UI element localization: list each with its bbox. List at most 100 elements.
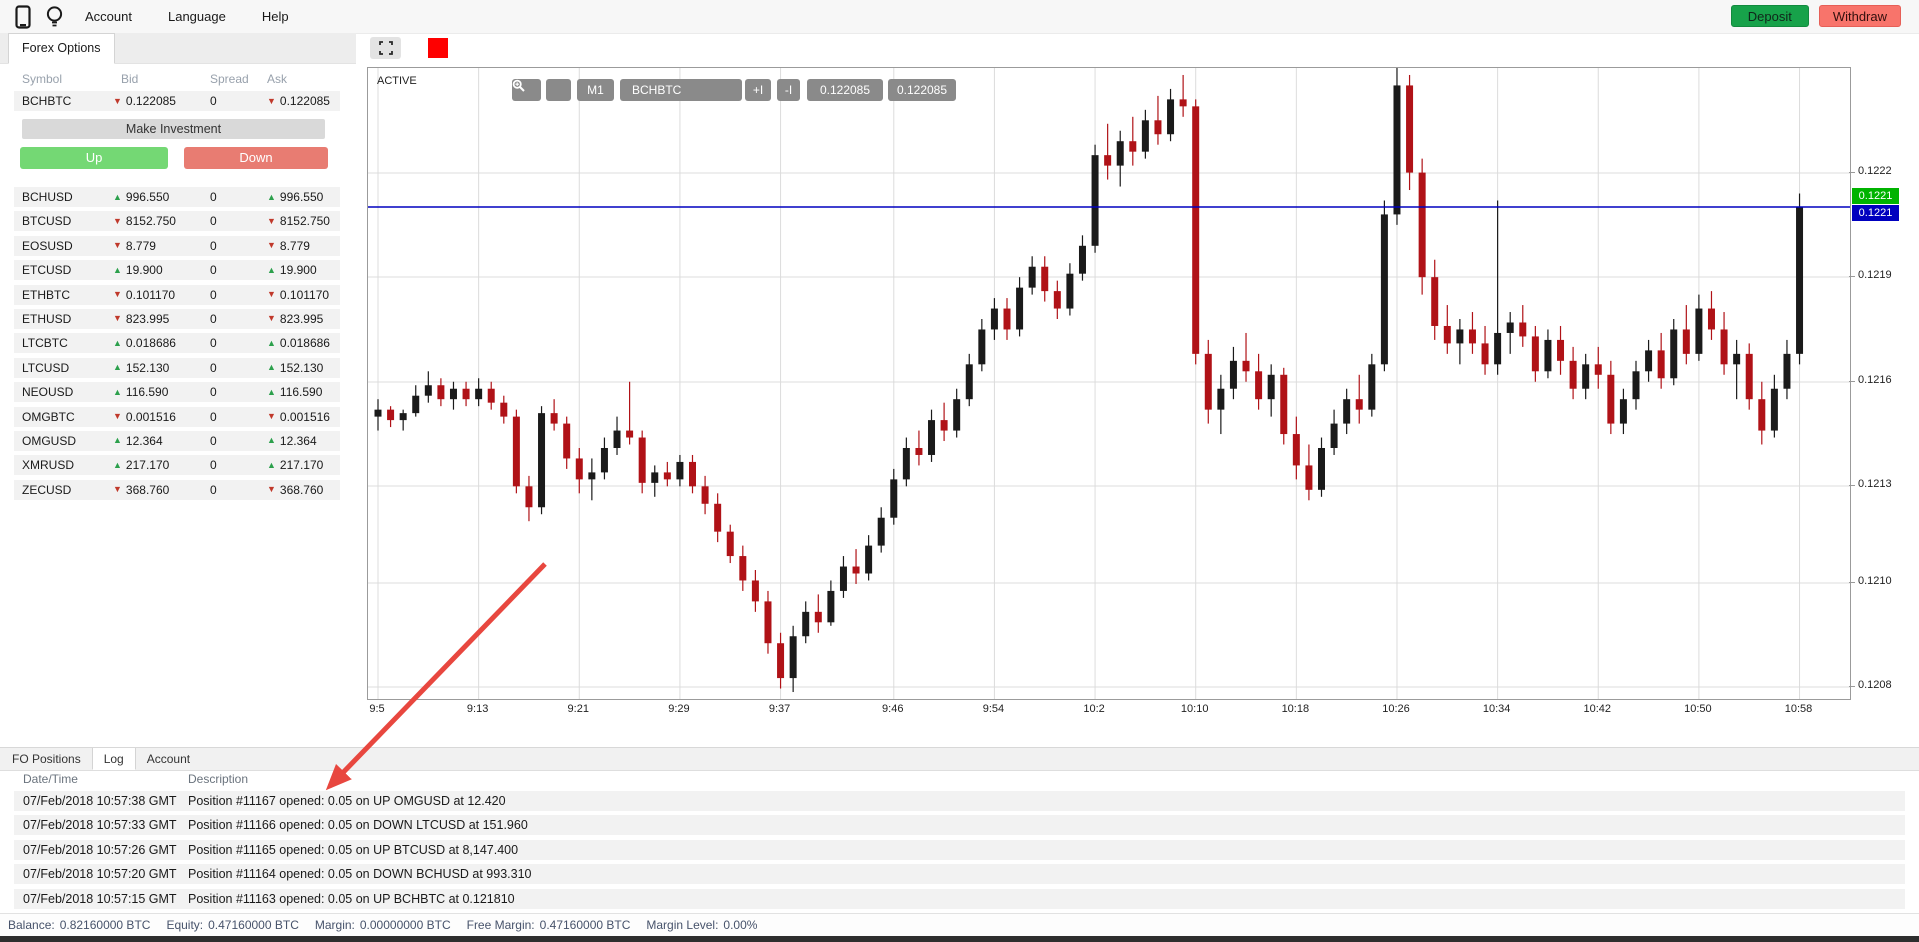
watchlist-row[interactable]: NEOUSD ▲ 116.590 0 ▲ 116.590 [14, 382, 340, 403]
log-row[interactable]: 07/Feb/2018 10:57:26 GMT Position #11165 … [14, 839, 1905, 860]
watchlist-row[interactable]: OMGUSD ▲ 12.364 0 ▲ 12.364 [14, 430, 340, 451]
fullscreen-button[interactable] [370, 37, 401, 59]
bid-cell: 996.550 [125, 190, 170, 204]
down-arrow-icon: ▼ [267, 484, 276, 495]
down-arrow-icon: ▼ [113, 484, 122, 495]
bid-cell: 217.170 [125, 458, 170, 473]
watchlist-row[interactable]: ZECUSD ▼ 368.760 0 ▼ 368.760 [14, 479, 340, 500]
withdraw-button[interactable]: Withdraw [1818, 5, 1901, 27]
ask-cell: 0.101170 [279, 287, 330, 302]
watchlist-panel: Symbol Bid Spread Ask BCHBTC ▼ 0.122085 0… [0, 63, 350, 504]
spread-cell: 0 [210, 214, 217, 229]
down-arrow-icon: ▼ [267, 313, 276, 324]
watchlist-row[interactable]: LTCUSD ▲ 152.130 0 ▲ 152.130 [14, 357, 340, 378]
chart-tool-button[interactable] [546, 79, 571, 101]
bid-cell: 19.900 [125, 263, 163, 278]
symbol-cell: OMGUSD [22, 433, 76, 448]
tab-account[interactable]: Account [146, 752, 191, 766]
ask-cell: 996.550 [279, 190, 324, 204]
mobile-phone-icon[interactable] [12, 4, 34, 29]
down-arrow-icon: ▼ [113, 289, 122, 300]
line-price-badge: 0.1221 [1852, 205, 1899, 221]
lightbulb-icon[interactable] [43, 5, 65, 29]
menu-language[interactable]: Language [167, 9, 226, 24]
axis-tick [1849, 485, 1855, 486]
col-bid: Bid [121, 72, 139, 86]
ask-cell: 368.760 [279, 482, 324, 497]
log-row[interactable]: 07/Feb/2018 10:57:33 GMT Position #11166 … [14, 815, 1905, 836]
bottom-edge-strip [0, 936, 1919, 942]
symbol-cell: ETHUSD [22, 311, 72, 326]
bid-cell: 0.001516 [125, 409, 176, 424]
chart-status-label: ACTIVE [377, 75, 417, 87]
bid-cell: 8152.750 [125, 214, 176, 229]
symbol-cell: EOSUSD [22, 238, 73, 253]
time-tick-label: 9:29 [668, 703, 690, 715]
watchlist-row[interactable]: LTCBTC ▲ 0.018686 0 ▲ 0.018686 [14, 333, 340, 354]
time-tick-label: 9:21 [567, 703, 589, 715]
watchlist-row[interactable]: BTCUSD ▼ 8152.750 0 ▼ 8152.750 [14, 211, 340, 232]
watchlist-row[interactable]: ETHBTC ▼ 0.101170 0 ▼ 0.101170 [14, 284, 340, 305]
down-arrow-icon: ▼ [267, 240, 276, 251]
time-tick-label: 10:2 [1083, 703, 1105, 715]
tab-fo-positions[interactable]: FO Positions [12, 752, 81, 766]
log-row[interactable]: 07/Feb/2018 10:57:15 GMT Position #11163 … [14, 888, 1905, 909]
ask-cell: 823.995 [279, 311, 324, 326]
log-description: Position #11165 opened: 0.05 on UP BTCUS… [188, 842, 519, 857]
chart-plot[interactable]: ACTIVE M1 BCHBTC +I -I 0.122085 0.122085 [367, 67, 1851, 700]
ask-cell: 8.779 [279, 238, 310, 253]
log-row[interactable]: 07/Feb/2018 10:57:38 GMT Position #11167 … [14, 791, 1905, 811]
time-tick-label: 9:46 [882, 703, 904, 715]
chart-zoom-button[interactable] [512, 79, 541, 101]
up-arrow-icon: ▲ [113, 337, 122, 348]
up-button[interactable]: Up [20, 147, 168, 169]
down-arrow-icon: ▼ [113, 313, 122, 324]
axis-tick [1849, 381, 1855, 382]
axis-tick [1849, 276, 1855, 277]
watchlist-row[interactable]: ETCUSD ▲ 19.900 0 ▲ 19.900 [14, 260, 340, 281]
make-investment-button[interactable]: Make Investment [22, 119, 325, 139]
log-description: Position #11163 opened: 0.05 on UP BCHBT… [188, 891, 515, 906]
time-tick-label: 10:58 [1784, 703, 1813, 715]
magnifier-icon [512, 79, 525, 92]
symbol-cell: LTCBTC [22, 336, 68, 351]
bid-cell: 0.101170 [125, 287, 176, 302]
price-tick-label: 0.1208 [1858, 679, 1892, 691]
up-arrow-icon: ▲ [267, 459, 276, 470]
watchlist-rows: BCHUSD ▲ 996.550 0 ▲ 996.550 BTCUSD ▼ 8152.750 0 ▼… [0, 187, 350, 500]
status-label: Balance: [8, 918, 55, 932]
watchlist-row-selected[interactable]: BCHBTC ▼ 0.122085 0 ▼ 0.122085 [14, 91, 340, 111]
watchlist-row[interactable]: XMRUSD ▲ 217.170 0 ▲ 217.170 [14, 455, 340, 476]
chart-zoom-in-button[interactable]: +I [745, 79, 771, 101]
spread-cell: 0 [210, 238, 217, 253]
log-row[interactable]: 07/Feb/2018 10:57:20 GMT Position #11164 … [14, 864, 1905, 885]
menu-help[interactable]: Help [261, 9, 289, 24]
chart-bid-price-button[interactable]: 0.122085 [807, 79, 883, 101]
watchlist-row[interactable]: BCHUSD ▲ 996.550 0 ▲ 996.550 [14, 187, 340, 207]
deposit-button[interactable]: Deposit [1730, 5, 1809, 27]
chart-timeframe-button[interactable]: M1 [577, 79, 614, 101]
time-tick-label: 10:50 [1684, 703, 1712, 715]
up-arrow-icon: ▲ [113, 362, 122, 373]
chart-ask-price-button[interactable]: 0.122085 [888, 79, 956, 101]
log-col-datetime: Date/Time [23, 772, 78, 786]
tab-log[interactable]: Log [91, 748, 136, 770]
time-tick-label: 10:34 [1482, 703, 1511, 715]
down-arrow-icon: ▼ [267, 289, 276, 300]
chart-zoom-out-button[interactable]: -I [777, 79, 800, 101]
ask-cell: 19.900 [279, 263, 317, 278]
up-arrow-icon: ▲ [267, 191, 276, 202]
log-time: 07/Feb/2018 10:57:15 GMT [23, 891, 177, 906]
watchlist-row[interactable]: OMGBTC ▼ 0.001516 0 ▼ 0.001516 [14, 406, 340, 427]
log-col-description: Description [188, 772, 249, 786]
bid-cell: 116.590 [125, 385, 169, 400]
down-button[interactable]: Down [184, 147, 328, 169]
tab-forex-options[interactable]: Forex Options [8, 33, 115, 64]
menu-account[interactable]: Account [85, 9, 132, 24]
chart-symbol-button[interactable]: BCHBTC [620, 79, 742, 101]
price-tick-label: 0.1210 [1858, 575, 1892, 587]
watchlist-row[interactable]: ETHUSD ▼ 823.995 0 ▼ 823.995 [14, 308, 340, 329]
watchlist-row[interactable]: EOSUSD ▼ 8.779 0 ▼ 8.779 [14, 235, 340, 256]
price-tick-label: 0.1219 [1858, 269, 1892, 281]
red-square-indicator[interactable] [428, 38, 448, 58]
